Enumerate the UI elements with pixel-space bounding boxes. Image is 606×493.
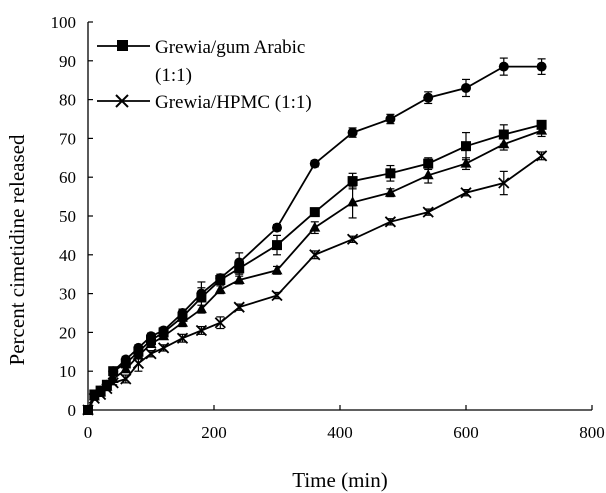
data-point-circle xyxy=(498,61,509,72)
data-point-circle xyxy=(309,158,320,169)
data-point-circle xyxy=(461,82,471,93)
data-point-triangle xyxy=(120,363,132,374)
data-point-triangle xyxy=(177,316,188,327)
data-point-triangle xyxy=(498,138,510,149)
data-point-x xyxy=(233,301,245,313)
x-tick-label: 400 xyxy=(327,423,353,442)
data-point-x xyxy=(384,216,397,228)
series-line-x xyxy=(87,155,543,411)
data-point-triangle xyxy=(233,274,245,285)
data-point-triangle xyxy=(384,186,396,197)
y-tick-label: 10 xyxy=(59,362,76,381)
data-point-square xyxy=(309,207,320,218)
data-point-square xyxy=(423,158,434,169)
x-tick-label: 200 xyxy=(201,423,227,442)
data-point-square xyxy=(385,168,396,179)
data-point-x xyxy=(214,317,226,329)
y-tick-label: 60 xyxy=(59,168,76,187)
data-point-square xyxy=(461,141,471,152)
legend-label-gum-arabic: Grewia/gum Arabic xyxy=(155,37,305,58)
y-tick-label: 0 xyxy=(68,401,77,420)
data-point-x xyxy=(145,348,157,360)
data-point-square xyxy=(108,366,119,377)
y-axis-title: Percent cimetidine released xyxy=(5,134,29,365)
data-point-circle xyxy=(347,127,358,138)
data-point-x xyxy=(309,249,321,261)
data-point-triangle xyxy=(132,349,144,360)
data-point-square xyxy=(196,292,207,303)
data-point-circle xyxy=(423,92,434,103)
series-line-triangle xyxy=(87,129,542,411)
data-point-x xyxy=(82,404,94,416)
y-tick-label: 70 xyxy=(59,129,76,148)
data-point-x xyxy=(535,150,548,162)
data-point-circle xyxy=(536,61,547,72)
data-point-triangle xyxy=(101,380,113,391)
data-point-x xyxy=(460,187,472,199)
data-point-x xyxy=(422,206,434,218)
data-point-x xyxy=(120,373,132,385)
series-circle xyxy=(83,57,547,415)
data-point-x xyxy=(271,289,283,302)
series-x xyxy=(82,150,548,416)
y-tick-label: 20 xyxy=(59,323,76,342)
y-tick-label: 80 xyxy=(59,91,76,110)
data-point-triangle xyxy=(536,124,548,135)
legend-square-marker xyxy=(117,40,128,51)
y-tick-label: 90 xyxy=(59,52,76,71)
legend-label-hpmc: Grewia/HPMC (1:1) xyxy=(155,92,312,113)
legend-x-marker xyxy=(115,94,129,108)
data-point-triangle xyxy=(145,338,157,349)
data-point-square xyxy=(215,275,226,286)
data-point-x xyxy=(176,332,189,344)
data-point-triangle xyxy=(460,157,472,168)
x-tick-label: 0 xyxy=(84,423,93,442)
data-point-triangle xyxy=(158,330,170,341)
data-point-square xyxy=(347,176,358,187)
data-point-x xyxy=(195,324,208,337)
data-point-triangle xyxy=(309,221,321,232)
data-point-triangle xyxy=(271,264,283,275)
x-axis-title: Time (min) xyxy=(292,468,387,492)
data-point-x xyxy=(157,342,170,354)
chart-axes: 0 10 20 30 40 50 60 70 80 90 100 0 200 400 600 800 xyxy=(51,13,605,442)
data-point-circle xyxy=(272,222,282,233)
data-point-circle xyxy=(385,114,396,124)
data-point-x xyxy=(107,377,119,389)
legend-label-gum-arabic-ratio: (1:1) xyxy=(155,65,192,86)
chart-series xyxy=(82,57,548,416)
data-point-square xyxy=(272,240,282,251)
y-tick-label: 50 xyxy=(59,207,76,226)
data-point-square xyxy=(234,263,245,274)
y-tick-label: 40 xyxy=(59,246,76,265)
x-tick-label: 600 xyxy=(453,423,479,442)
data-point-square xyxy=(498,129,509,140)
data-point-x xyxy=(88,392,100,404)
series-triangle xyxy=(82,124,548,414)
data-point-triangle xyxy=(214,283,226,294)
data-point-x xyxy=(132,357,145,370)
x-tick-label: 800 xyxy=(579,423,605,442)
data-point-x xyxy=(498,177,510,189)
data-point-triangle xyxy=(195,303,207,314)
data-point-triangle xyxy=(422,169,434,180)
chart-legend: Grewia/gum Arabic (1:1) Grewia/HPMC (1:1… xyxy=(97,37,312,113)
y-tick-label: 100 xyxy=(51,13,77,32)
data-point-x xyxy=(346,233,359,245)
y-tick-label: 30 xyxy=(59,285,76,304)
data-point-triangle xyxy=(347,196,359,207)
